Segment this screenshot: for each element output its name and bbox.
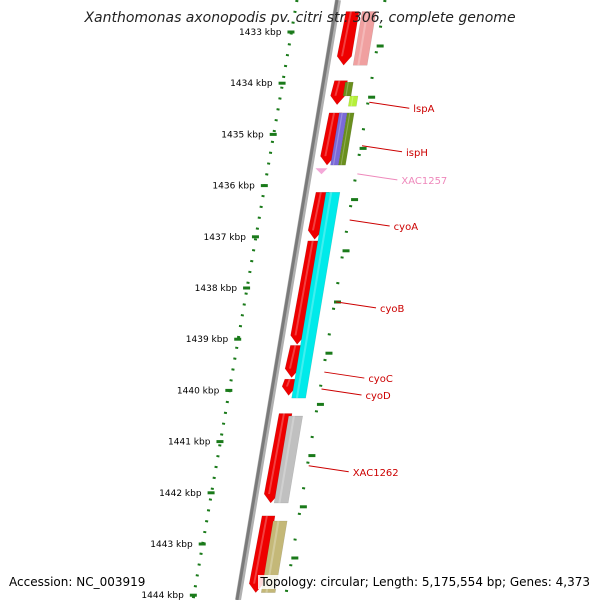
gene-label: ispH [406,148,428,159]
feature-bar [352,11,377,66]
feature-bar-shine [350,96,354,107]
tick-label: 1441 kbp [168,438,211,448]
backbone-line [235,0,339,600]
cds-arrow-shine [341,11,352,57]
tick-label: 1435 kbp [221,130,264,140]
feature-bar-shine [345,82,349,96]
topology-text: Topology: circular; Length: 5,175,554 bp… [258,575,592,589]
tick-label: 1436 kbp [212,182,255,192]
gene-label: cyoB [380,304,405,315]
gene-label: lspA [413,104,434,115]
feature-bar [338,112,355,166]
tick-label: 1439 kbp [186,335,229,345]
feature-bar-shine [265,520,280,593]
cds-arrow-shine [253,515,268,584]
tick-label: 1437 kbp [204,233,247,243]
feature-bar-shine [295,192,333,399]
accession-text: Accession: NC_003919 [9,575,146,589]
cds-arrow [330,80,348,106]
feature-bar [273,415,303,504]
tick-label: 1442 kbp [159,489,202,499]
label-leader [357,173,398,181]
scale-dots-left [191,0,299,600]
label-leader [369,101,410,109]
gene-label: cyoC [368,374,393,385]
feature-bar-shine [332,112,343,166]
tick-label: 1434 kbp [230,79,273,89]
label-leader [349,219,390,227]
gene-label: cyoD [366,391,392,402]
label-leader [335,301,377,309]
label-leader [321,388,362,396]
cds-arrow-shine [285,379,291,387]
feature-bar [260,520,288,593]
tick-label: 1440 kbp [177,386,220,396]
cds-arrow-shine [288,345,297,369]
cds-arrow-shine [268,413,285,495]
pink-marker [315,168,328,175]
cds-arrow-shine [294,240,314,336]
label-leader [361,145,403,153]
label-leader [308,465,349,473]
cds-arrow [336,11,360,66]
gene-label: cyoA [394,222,419,233]
cds-arrow-shine [324,112,336,157]
cds-arrow-shine [334,80,341,96]
feature-bar-shine [357,11,369,66]
cds-arrow-shine [312,192,322,231]
tick-label: 1444 kbp [141,591,184,600]
tick-label: 1438 kbp [195,284,238,294]
tick-label: 1443 kbp [150,540,193,550]
gene-label: XAC1257 [401,176,447,187]
feature-bar-shine [340,112,351,166]
feature-bar-shine [278,416,295,504]
cds-arrow [263,413,293,504]
tick-label: 1433 kbp [239,28,282,38]
map-title: Xanthomonas axonopodis pv. citri str. 30… [84,10,516,26]
feature-bar [347,95,359,107]
label-leader [324,371,365,379]
feature-bar [291,192,341,399]
gene-label: XAC1262 [353,468,399,479]
